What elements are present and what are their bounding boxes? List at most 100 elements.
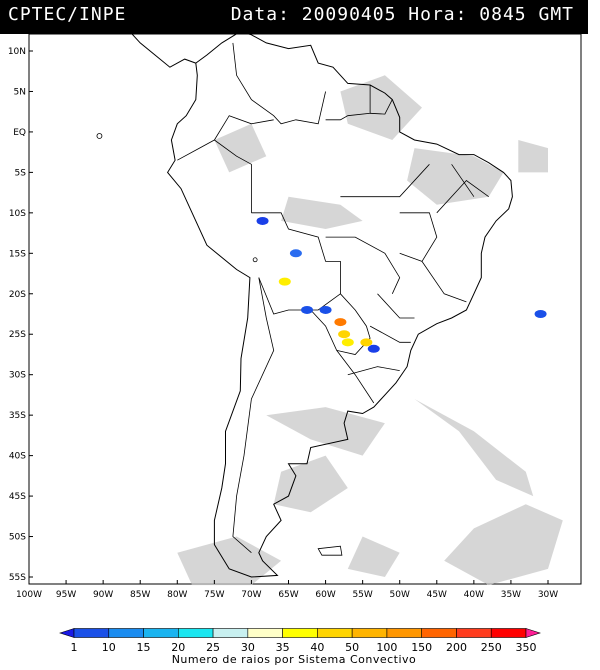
lightning-cluster-10: [534, 310, 547, 318]
lon-label: 90W: [93, 590, 113, 600]
lon-label: 100W: [16, 590, 42, 600]
colorbar-label: 35: [276, 641, 290, 654]
cloud-patch: [340, 75, 422, 140]
colorbar-cell: [178, 628, 214, 638]
lightning-cluster-9: [367, 344, 380, 353]
lon-label: 95W: [56, 590, 76, 600]
border-line: [369, 325, 411, 343]
colorbar-labels: 1 10 15 20 25 30 35 40 50 100 150 200 250 350: [71, 641, 537, 654]
lon-label: 45W: [427, 590, 447, 600]
lightning-cluster-7: [341, 338, 354, 347]
colorbar-label: 25: [206, 641, 220, 654]
colorbar-cells: [59, 628, 541, 638]
colorbar-label: 15: [137, 641, 151, 654]
border-line: [347, 366, 400, 376]
border-line: [232, 42, 326, 125]
cloud-patch: [407, 148, 504, 205]
colorbar-label: 50: [345, 641, 359, 654]
colorbar-cell: [421, 628, 457, 638]
lon-label: 75W: [204, 590, 224, 600]
colorbar-cell: [212, 628, 249, 638]
agency-label: CPTEC/INPE: [8, 4, 127, 25]
lat-label: 10S: [9, 209, 26, 219]
colorbar-label: 20: [171, 641, 185, 654]
lat-label: 5N: [14, 87, 26, 97]
lightning-cluster-2: [278, 277, 291, 286]
colorbar-cell: [317, 628, 353, 638]
lon-label: 80W: [167, 590, 187, 600]
lon-label: 30W: [538, 590, 558, 600]
border-line: [370, 99, 393, 115]
lat-label: 35S: [9, 411, 26, 421]
border-line: [177, 139, 252, 213]
cloud-patch: [214, 123, 267, 173]
lat-label: 55S: [9, 573, 26, 583]
galapagos-islands: [96, 133, 103, 139]
south-america-coast: [166, 31, 513, 578]
border-line: [325, 236, 401, 294]
lat-label: 25S: [9, 330, 26, 340]
colorbar-label: 250: [481, 641, 502, 654]
lon-label: 35W: [501, 590, 521, 600]
colorbar-cell: [351, 628, 388, 638]
colorbar-cell: [282, 628, 318, 638]
cloud-patch: [266, 407, 385, 456]
colorbar-label: 40: [310, 641, 324, 654]
colorbar-label: 350: [516, 641, 537, 654]
cloud-patch: [518, 140, 548, 173]
continent-outline: [96, 26, 513, 578]
lat-label: 20S: [9, 290, 26, 300]
colorbar-cell: [108, 628, 144, 638]
border-line: [340, 164, 430, 198]
longitude-axis: 100W 95W 90W 85W 80W 75W 70W 65W 60W 55W 50W 45W 40W…: [16, 580, 558, 600]
lightning-cluster-1: [289, 249, 302, 258]
lat-label: EQ: [13, 128, 26, 138]
lat-label: 5S: [15, 168, 27, 178]
lat-label: 10N: [8, 47, 26, 57]
colorbar-label: 1: [71, 641, 78, 654]
cloud-layer: [177, 75, 563, 586]
border-line: [325, 85, 371, 121]
colorbar-cell: [73, 628, 110, 638]
colorbar-cell: [490, 628, 527, 638]
central-america-coast: [125, 26, 196, 68]
border-line: [377, 293, 415, 319]
lightning-cluster-0: [256, 216, 269, 225]
cloud-patch: [281, 196, 363, 229]
lon-label: 70W: [241, 590, 261, 600]
colorbar-cell: [247, 628, 283, 638]
lightning-cluster-4: [319, 305, 332, 314]
date-time-label: Data: 20090405 Hora: 0845 GMT: [230, 4, 574, 25]
colorbar-label: 100: [376, 641, 397, 654]
colorbar-label: 30: [241, 641, 255, 654]
border-line: [251, 212, 341, 315]
border-line: [336, 293, 371, 355]
border-line: [399, 212, 438, 262]
lake-titicaca: [252, 257, 258, 263]
lat-label: 40S: [9, 452, 26, 462]
lightning-cluster-layer: [256, 216, 547, 353]
border-line: [214, 115, 274, 141]
cloud-patch: [414, 399, 534, 497]
border-line: [310, 309, 375, 404]
lon-label: 85W: [130, 590, 150, 600]
lightning-cluster-8: [360, 338, 373, 347]
colorbar-label: 10: [102, 641, 116, 654]
colorbar-cell: [525, 628, 541, 638]
lat-label: 45S: [9, 492, 26, 502]
colorbar-label: 150: [411, 641, 432, 654]
border-line: [451, 164, 475, 197]
lon-label: 40W: [464, 590, 484, 600]
colorbar-cell: [386, 628, 422, 638]
lon-label: 50W: [390, 590, 410, 600]
lat-label: 15S: [9, 249, 26, 259]
lon-label: 65W: [278, 590, 298, 600]
colorbar-caption: Numero de raios por Sistema Convectivo: [171, 653, 417, 666]
map-header-bar: CPTEC/INPE Data: 20090405 Hora: 0845 GMT: [0, 0, 588, 34]
lon-label: 60W: [315, 590, 335, 600]
lightning-cluster-5: [334, 318, 347, 327]
colorbar-cell: [456, 628, 492, 638]
lightning-cluster-3: [301, 305, 314, 314]
